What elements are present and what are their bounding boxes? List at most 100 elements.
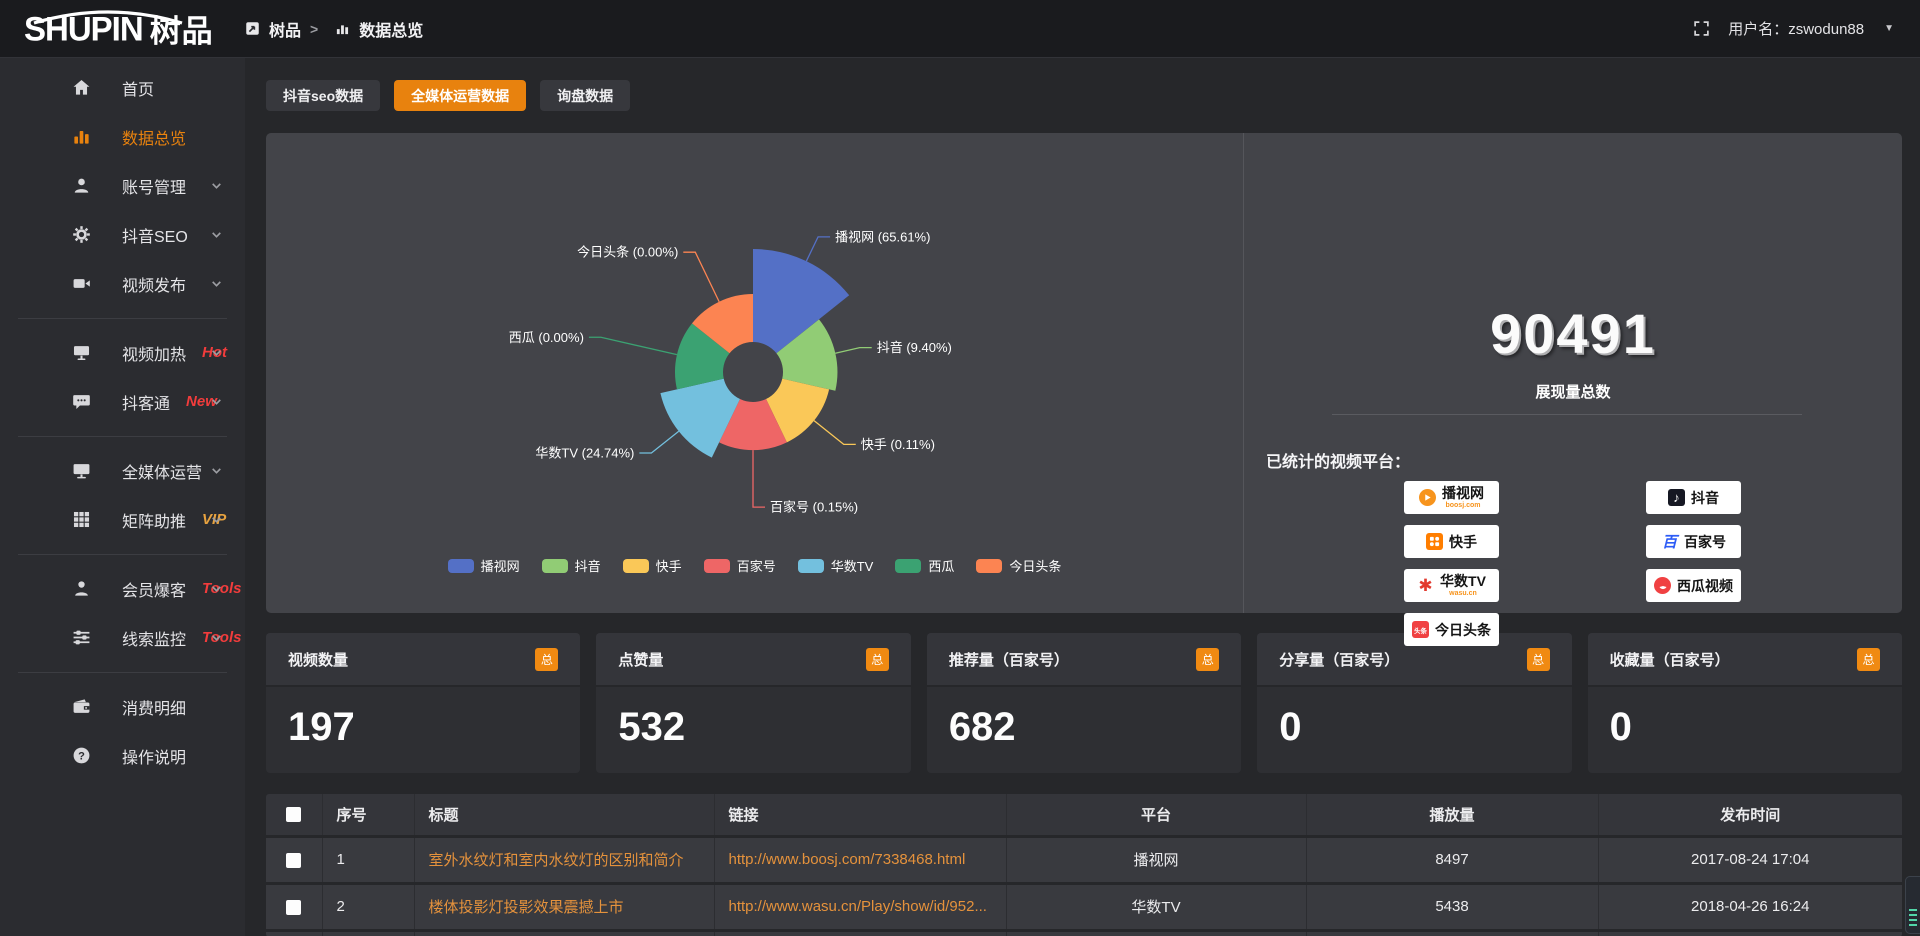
platform-name: 播视网 xyxy=(1442,485,1484,501)
platform-badge-西瓜视频: 西瓜视频 xyxy=(1646,569,1741,602)
sidebar-item-label: 数据总览 xyxy=(122,130,187,148)
home-icon xyxy=(70,78,92,97)
sidebar-item-首页[interactable]: 首页 xyxy=(0,63,245,112)
sidebar-item-抖音SEO[interactable]: 抖音SEO xyxy=(0,210,245,259)
row-checkbox[interactable] xyxy=(286,852,302,868)
sidebar-item-消费明细[interactable]: 消费明细 xyxy=(0,682,245,731)
pie-slice-华数TV[interactable] xyxy=(660,378,740,458)
svg-text:?: ? xyxy=(78,750,85,762)
sidebar-item-label: 消费明细 xyxy=(122,700,187,718)
tab-media-operation[interactable]: 全媒体运营数据 xyxy=(394,80,527,111)
platform-name: 百家号 xyxy=(1684,533,1726,550)
sidebar-item-全媒体运营[interactable]: 全媒体运营 xyxy=(0,446,245,495)
sidebar-item-label: 矩阵助推 xyxy=(122,513,187,531)
cell-title[interactable]: 室外水纹灯和室内水纹灯的区别和简介 xyxy=(413,834,714,883)
videos-table-wrap: 序号 标题 链接 平台 播放量 发布时间 1 室外水纹灯和室内水纹灯的区别和简介 http:/… xyxy=(266,794,1902,936)
cell-link[interactable]: http://www.wasu.cn/Play/show/id/952... xyxy=(713,881,1006,930)
sidebar-divider xyxy=(0,662,245,682)
sidebar-item-视频加热[interactable]: 视频加热 Hot xyxy=(0,328,245,377)
platform-badge-快手: 快手 xyxy=(1404,525,1499,558)
impressions-total-value: 90491 xyxy=(1490,302,1656,365)
legend-item-快手[interactable]: 快手 xyxy=(622,556,682,575)
username-label[interactable]: 用户名：zswodun88 xyxy=(1728,21,1865,38)
select-all-header xyxy=(266,794,322,836)
pie-slice-播视网[interactable] xyxy=(753,249,850,354)
platform-badge-text: 西瓜视频 xyxy=(1677,579,1733,593)
legend-label: 西瓜 xyxy=(928,559,955,574)
legend-item-百家号[interactable]: 百家号 xyxy=(703,556,776,575)
overview-panel: 播视网 (65.61%) 抖音 (9.40%) 快手 (0.11%) 百家号 (0.1… xyxy=(266,133,1902,646)
stat-card-分享量（百家号）: 分享量（百家号） 总 0 xyxy=(1257,633,1572,773)
stat-card-收藏量（百家号）: 收藏量（百家号） 总 0 xyxy=(1587,633,1903,773)
platform-badge-text: 百家号 xyxy=(1684,535,1726,549)
pie-label-抖音: 抖音 (9.40%) xyxy=(877,340,952,355)
pie-label-快手: 快手 (0.11%) xyxy=(861,437,935,452)
platform-badge-百家号: 百百家号 xyxy=(1646,525,1741,558)
sidebar-item-label: 抖音SEO xyxy=(122,228,188,246)
kuaishou-icon xyxy=(1426,533,1443,550)
sidebar-item-线索监控[interactable]: 线索监控 Tools xyxy=(0,613,245,662)
pie-label-line xyxy=(588,336,678,356)
floating-service-widget[interactable] xyxy=(1905,876,1920,934)
sidebar-item-抖客通[interactable]: 抖客通 New xyxy=(0,377,245,426)
pie-slice-抖音[interactable] xyxy=(776,319,838,391)
chevron-down-icon xyxy=(210,346,223,359)
sidebar-item-会员爆客[interactable]: 会员爆客 Tools xyxy=(0,564,245,613)
platform-badge-text: 今日头条 xyxy=(1435,623,1491,637)
sidebar-item-操作说明[interactable]: ? 操作说明 xyxy=(0,731,245,780)
breadcrumb-home[interactable]: 树品 xyxy=(269,22,302,40)
row-checkbox[interactable] xyxy=(286,899,302,915)
legend-item-抖音[interactable]: 抖音 xyxy=(541,556,601,575)
platform-badge-text: 华数TV wasu.cn xyxy=(1440,574,1486,597)
cell-index: 1 xyxy=(321,834,414,883)
cell-index: 2 xyxy=(321,881,414,930)
platform-badge-今日头条: 头条 今日头条 xyxy=(1404,613,1499,646)
platform-badge-播视网: 播视网 boosj.com xyxy=(1404,481,1499,514)
breadcrumb-current: 数据总览 xyxy=(359,22,424,40)
sidebar-badge-tools: Tools xyxy=(202,580,242,597)
logo-text-cn: 树品 xyxy=(149,14,214,49)
legend-item-今日头条[interactable]: 今日头条 xyxy=(976,556,1061,575)
fullscreen-icon[interactable] xyxy=(1693,20,1710,37)
cell-title[interactable]: 楼体投影灯投影效果震撼上市 xyxy=(413,881,714,930)
screen-icon xyxy=(70,343,92,362)
legend-swatch xyxy=(622,558,649,573)
xigua-icon xyxy=(1654,577,1671,594)
cell-platform: 华数TV xyxy=(1005,881,1306,930)
stat-card-value: 0 xyxy=(1279,705,1302,749)
platform-name: 今日头条 xyxy=(1435,621,1491,638)
pie-label-华数TV: 华数TV (24.74%) xyxy=(535,446,634,461)
tab-douyin-seo[interactable]: 抖音seo数据 xyxy=(266,80,381,111)
platform-badge-text: 播视网 boosj.com xyxy=(1442,486,1484,509)
sidebar-item-视频发布[interactable]: 视频发布 xyxy=(0,259,245,308)
pie-label-line xyxy=(835,346,872,354)
sidebar-item-数据总览[interactable]: 数据总览 xyxy=(0,112,245,161)
chevron-down-icon xyxy=(210,464,223,477)
user-menu-caret-icon[interactable]: ▼ xyxy=(1884,23,1894,34)
app-logo[interactable]: SHUPIN 树品 xyxy=(0,6,245,51)
pie-label-西瓜: 西瓜 (0.00%) xyxy=(509,330,584,345)
stat-card-value: 0 xyxy=(1609,705,1632,749)
sidebar-item-矩阵助推[interactable]: 矩阵助推 VIP xyxy=(0,495,245,544)
pie-slice-百家号[interactable] xyxy=(719,399,787,451)
rose-pie-chart[interactable]: 播视网 (65.61%) 抖音 (9.40%) 快手 (0.11%) 百家号 (0.1… xyxy=(266,133,1243,613)
total-badge: 总 xyxy=(1857,647,1881,671)
legend-item-播视网[interactable]: 播视网 xyxy=(447,556,520,575)
sidebar-item-label: 抖客通 xyxy=(122,395,171,413)
stat-cards-row: 视频数量总 197 点赞量总 532 推荐量（百家号）总 682 分享量（百家号）总 0 收藏量… xyxy=(266,633,1903,773)
legend-item-华数TV[interactable]: 华数TV xyxy=(797,556,873,575)
sidebar-item-账号管理[interactable]: 账号管理 xyxy=(0,161,245,210)
column-header-序号: 序号 xyxy=(321,794,414,836)
pie-slice-今日头条[interactable] xyxy=(692,294,753,354)
table-row-partial xyxy=(266,928,1902,936)
column-header-发布时间: 发布时间 xyxy=(1597,794,1902,836)
pie-slice-西瓜[interactable] xyxy=(675,323,730,390)
tab-inquiry[interactable]: 询盘数据 xyxy=(540,80,631,111)
column-header-平台: 平台 xyxy=(1005,794,1306,836)
legend-swatch xyxy=(541,558,568,573)
cell-link[interactable]: http://www.boosj.com/7338468.html xyxy=(713,834,1006,883)
select-all-checkbox[interactable] xyxy=(286,807,302,823)
legend-item-西瓜[interactable]: 西瓜 xyxy=(895,556,954,575)
sidebar-divider xyxy=(0,426,245,446)
pie-slice-快手[interactable] xyxy=(766,378,830,443)
